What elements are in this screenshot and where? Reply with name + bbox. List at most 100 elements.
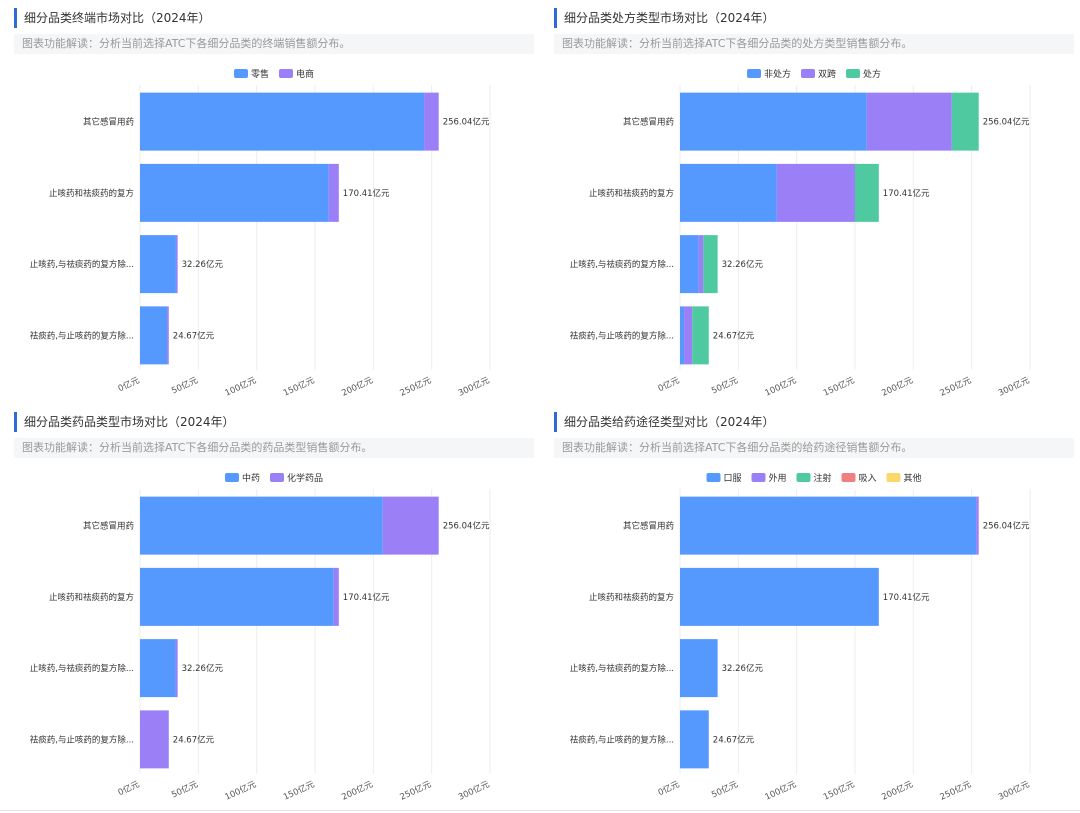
legend-swatch <box>225 473 239 482</box>
legend-swatch <box>846 69 860 78</box>
legend-swatch <box>841 473 856 482</box>
bar-segment[interactable] <box>333 567 339 626</box>
category-label: 其它感冒用药 <box>83 117 134 128</box>
bar-total-label: 256.04亿元 <box>443 521 490 532</box>
x-tick-label: 250亿元 <box>398 375 433 399</box>
panel-title: 细分品类终端市场对比（2024年） <box>14 8 211 28</box>
x-tick-label: 150亿元 <box>281 779 316 803</box>
x-tick-label: 300亿元 <box>456 779 491 803</box>
bar-segment[interactable] <box>175 639 178 698</box>
legend-label: 非处方 <box>764 68 791 80</box>
legend-label: 注射 <box>814 472 832 484</box>
legend: 中药 化学药品 <box>225 472 323 484</box>
bar-segment[interactable] <box>680 567 879 626</box>
x-tick-label: 50亿元 <box>710 375 740 397</box>
bar-segment[interactable] <box>855 163 879 222</box>
legend-item[interactable]: 双跨 <box>801 69 836 80</box>
bar-segment[interactable] <box>680 639 718 698</box>
x-tick-label: 100亿元 <box>763 779 798 803</box>
bar-segment[interactable] <box>684 306 693 365</box>
x-tick-label: 200亿元 <box>340 779 375 803</box>
chart-panel-drug-type: 细分品类药品类型市场对比（2024年） 图表功能解读：分析当前选择ATC下各细分… <box>14 406 534 803</box>
bar-total-label: 170.41亿元 <box>883 188 930 199</box>
legend-label: 口服 <box>724 473 742 484</box>
bar-segment[interactable] <box>703 235 718 294</box>
legend-swatch <box>751 473 766 482</box>
legend-item[interactable]: 电商 <box>279 68 314 80</box>
bar-segment[interactable] <box>140 567 334 626</box>
bar-total-label: 256.04亿元 <box>983 521 1030 532</box>
x-tick-label: 50亿元 <box>170 375 200 397</box>
legend-item[interactable]: 口服 <box>706 473 742 484</box>
legend-item[interactable]: 其他 <box>886 472 922 484</box>
bar-segment[interactable] <box>382 496 439 555</box>
bar-segment[interactable] <box>167 306 169 365</box>
category-label: 祛痰药,与止咳药的复方除... <box>30 734 134 745</box>
bar-total-label: 32.26亿元 <box>722 663 764 674</box>
category-label: 止咳药,与祛痰药的复方除... <box>30 259 134 270</box>
legend-item[interactable]: 吸入 <box>841 473 877 484</box>
bar-total-label: 24.67亿元 <box>173 734 215 745</box>
bar-segment[interactable] <box>680 92 867 151</box>
legend-item[interactable]: 化学药品 <box>270 472 323 484</box>
bar-segment[interactable] <box>140 710 169 769</box>
legend-item[interactable]: 非处方 <box>747 68 791 80</box>
category-label: 其它感冒用药 <box>623 521 674 532</box>
x-tick-label: 300亿元 <box>456 375 491 399</box>
bar-segment[interactable] <box>424 92 439 151</box>
x-tick-label: 0亿元 <box>116 779 141 799</box>
legend-item[interactable]: 零售 <box>234 68 269 80</box>
legend-item[interactable]: 中药 <box>225 472 260 484</box>
bar-segment[interactable] <box>776 163 855 222</box>
legend-item[interactable]: 注射 <box>796 472 832 484</box>
panel-description: 图表功能解读：分析当前选择ATC下各细分品类的药品类型销售额分布。 <box>14 438 534 458</box>
x-tick-label: 150亿元 <box>281 375 316 399</box>
bar-segment[interactable] <box>866 92 952 151</box>
page-divider <box>0 810 1080 811</box>
bar-total-label: 24.67亿元 <box>713 734 755 745</box>
bar-segment[interactable] <box>140 92 425 151</box>
bar-segment[interactable] <box>140 306 168 365</box>
legend-label: 处方 <box>863 68 881 80</box>
legend: 口服 外用 注射 吸入 其他 <box>706 472 922 484</box>
bar-segment[interactable] <box>692 306 709 365</box>
legend-item[interactable]: 处方 <box>846 68 881 80</box>
bar-segment[interactable] <box>140 235 176 294</box>
category-label: 止咳药和祛痰药的复方 <box>49 188 134 199</box>
bar-segment[interactable] <box>951 92 979 151</box>
bar-segment[interactable] <box>328 163 339 222</box>
bar-segment[interactable] <box>140 163 329 222</box>
panel-description: 图表功能解读：分析当前选择ATC下各细分品类的处方类型销售额分布。 <box>554 34 1074 54</box>
legend-item[interactable]: 外用 <box>751 472 787 484</box>
bar-total-label: 32.26亿元 <box>722 259 764 270</box>
legend-swatch <box>234 69 248 78</box>
bar-segment[interactable] <box>680 163 777 222</box>
category-label: 祛痰药,与止咳药的复方除... <box>570 734 674 745</box>
bar-segment[interactable] <box>698 235 704 294</box>
panel-description: 图表功能解读：分析当前选择ATC下各细分品类的给药途径销售额分布。 <box>554 438 1074 458</box>
bar-segment[interactable] <box>140 496 383 555</box>
bar-segment[interactable] <box>680 496 977 555</box>
legend-swatch <box>796 473 811 482</box>
x-tick-label: 250亿元 <box>938 779 973 803</box>
legend-label: 其他 <box>904 472 922 484</box>
bar-segment[interactable] <box>680 710 709 769</box>
legend-label: 化学药品 <box>287 472 323 484</box>
x-tick-label: 200亿元 <box>340 375 375 399</box>
bar-segment[interactable] <box>140 639 176 698</box>
legend-label: 吸入 <box>859 473 877 484</box>
legend-swatch <box>886 473 901 482</box>
chart-panel-prescription: 细分品类处方类型市场对比（2024年） 图表功能解读：分析当前选择ATC下各细分… <box>554 2 1074 399</box>
legend: 非处方 双跨 处方 <box>747 68 881 80</box>
category-label: 止咳药,与祛痰药的复方除... <box>570 259 674 270</box>
bar-segment[interactable] <box>680 306 685 365</box>
x-tick-label: 200亿元 <box>880 779 915 803</box>
panel-title: 细分品类药品类型市场对比（2024年） <box>14 412 235 432</box>
bar-segment[interactable] <box>175 235 178 294</box>
category-label: 止咳药,与祛痰药的复方除... <box>30 663 134 674</box>
bar-segment[interactable] <box>680 235 699 294</box>
bar-segment[interactable] <box>976 496 979 555</box>
category-label: 止咳药和祛痰药的复方 <box>49 592 134 603</box>
